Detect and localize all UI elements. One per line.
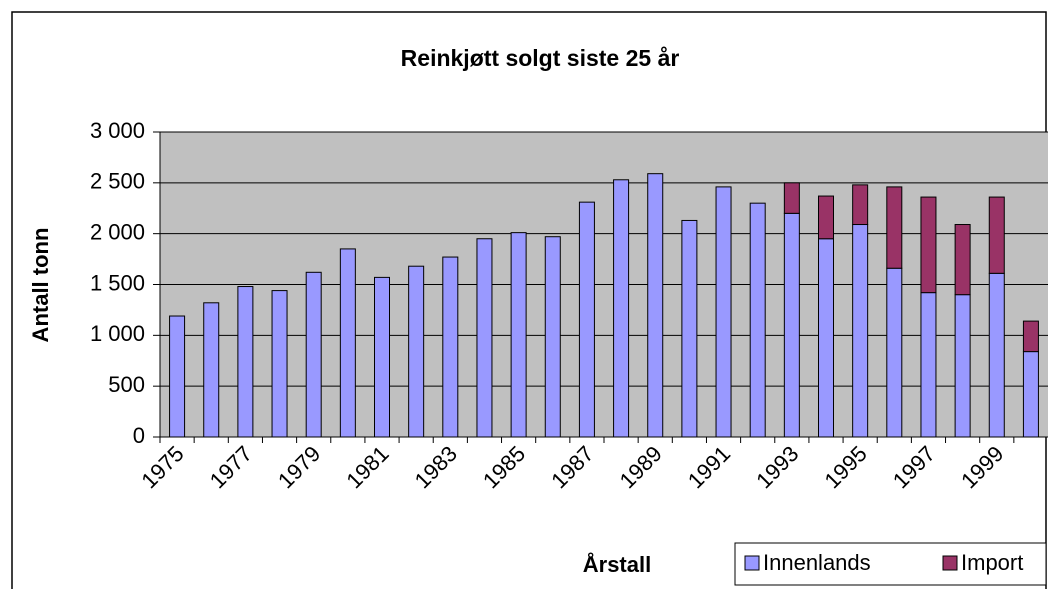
- legend: Innenlands Import: [734, 542, 1047, 586]
- y-tick-label: 1 500: [90, 270, 145, 295]
- bar-segment: [442, 256, 459, 438]
- bar-segment: [544, 236, 561, 438]
- bar-segment: [852, 184, 869, 226]
- bar-segment: [169, 315, 186, 438]
- bar-segment: [783, 212, 800, 438]
- bar-segment: [305, 271, 322, 438]
- y-tick-label: 2 000: [90, 219, 145, 244]
- bar-segment: [783, 182, 800, 214]
- y-tick-label: 3 000: [90, 118, 145, 143]
- bar-segment: [715, 186, 732, 438]
- legend-swatch: [744, 555, 760, 571]
- bar-segment: [988, 272, 1005, 438]
- bar-segment: [476, 238, 493, 438]
- bar-segment: [681, 219, 698, 438]
- bar-segment: [613, 179, 630, 438]
- y-axis-label: Antall tonn: [28, 228, 53, 343]
- legend-box: [734, 542, 1047, 586]
- bar-segment: [954, 224, 971, 296]
- bar-segment: [852, 224, 869, 438]
- bar-segment: [818, 238, 834, 438]
- bar-segment: [920, 292, 937, 438]
- bar-segment: [271, 290, 288, 438]
- bar-segment: [920, 196, 937, 294]
- bar-segment: [203, 302, 220, 438]
- bar-segment: [374, 276, 390, 438]
- bar-segment: [886, 186, 903, 269]
- bar-segment: [818, 195, 834, 240]
- legend-label: Import: [961, 550, 1023, 575]
- y-tick-label: 2 500: [90, 169, 145, 194]
- legend-swatch: [942, 555, 958, 571]
- bar-segment: [408, 265, 425, 438]
- bar-segment: [647, 173, 664, 438]
- y-tick-label: 1 000: [90, 321, 145, 346]
- y-tick-label: 500: [108, 372, 145, 397]
- y-tick-label: 0: [133, 423, 145, 448]
- bar-segment: [954, 294, 971, 438]
- bar-segment: [1022, 320, 1039, 353]
- bar-segment: [510, 232, 527, 438]
- bar-segment: [749, 202, 766, 438]
- bar-segment: [578, 201, 595, 438]
- x-axis-label: Årstall: [583, 551, 651, 577]
- bar-segment: [237, 286, 254, 438]
- legend-label: Innenlands: [763, 550, 871, 575]
- bar-segment: [1022, 351, 1039, 438]
- chart-title: Reinkjøtt solgt siste 25 år: [401, 45, 680, 71]
- bar-segment: [886, 267, 903, 438]
- bar-segment: [339, 248, 356, 438]
- bar-segment: [988, 196, 1005, 274]
